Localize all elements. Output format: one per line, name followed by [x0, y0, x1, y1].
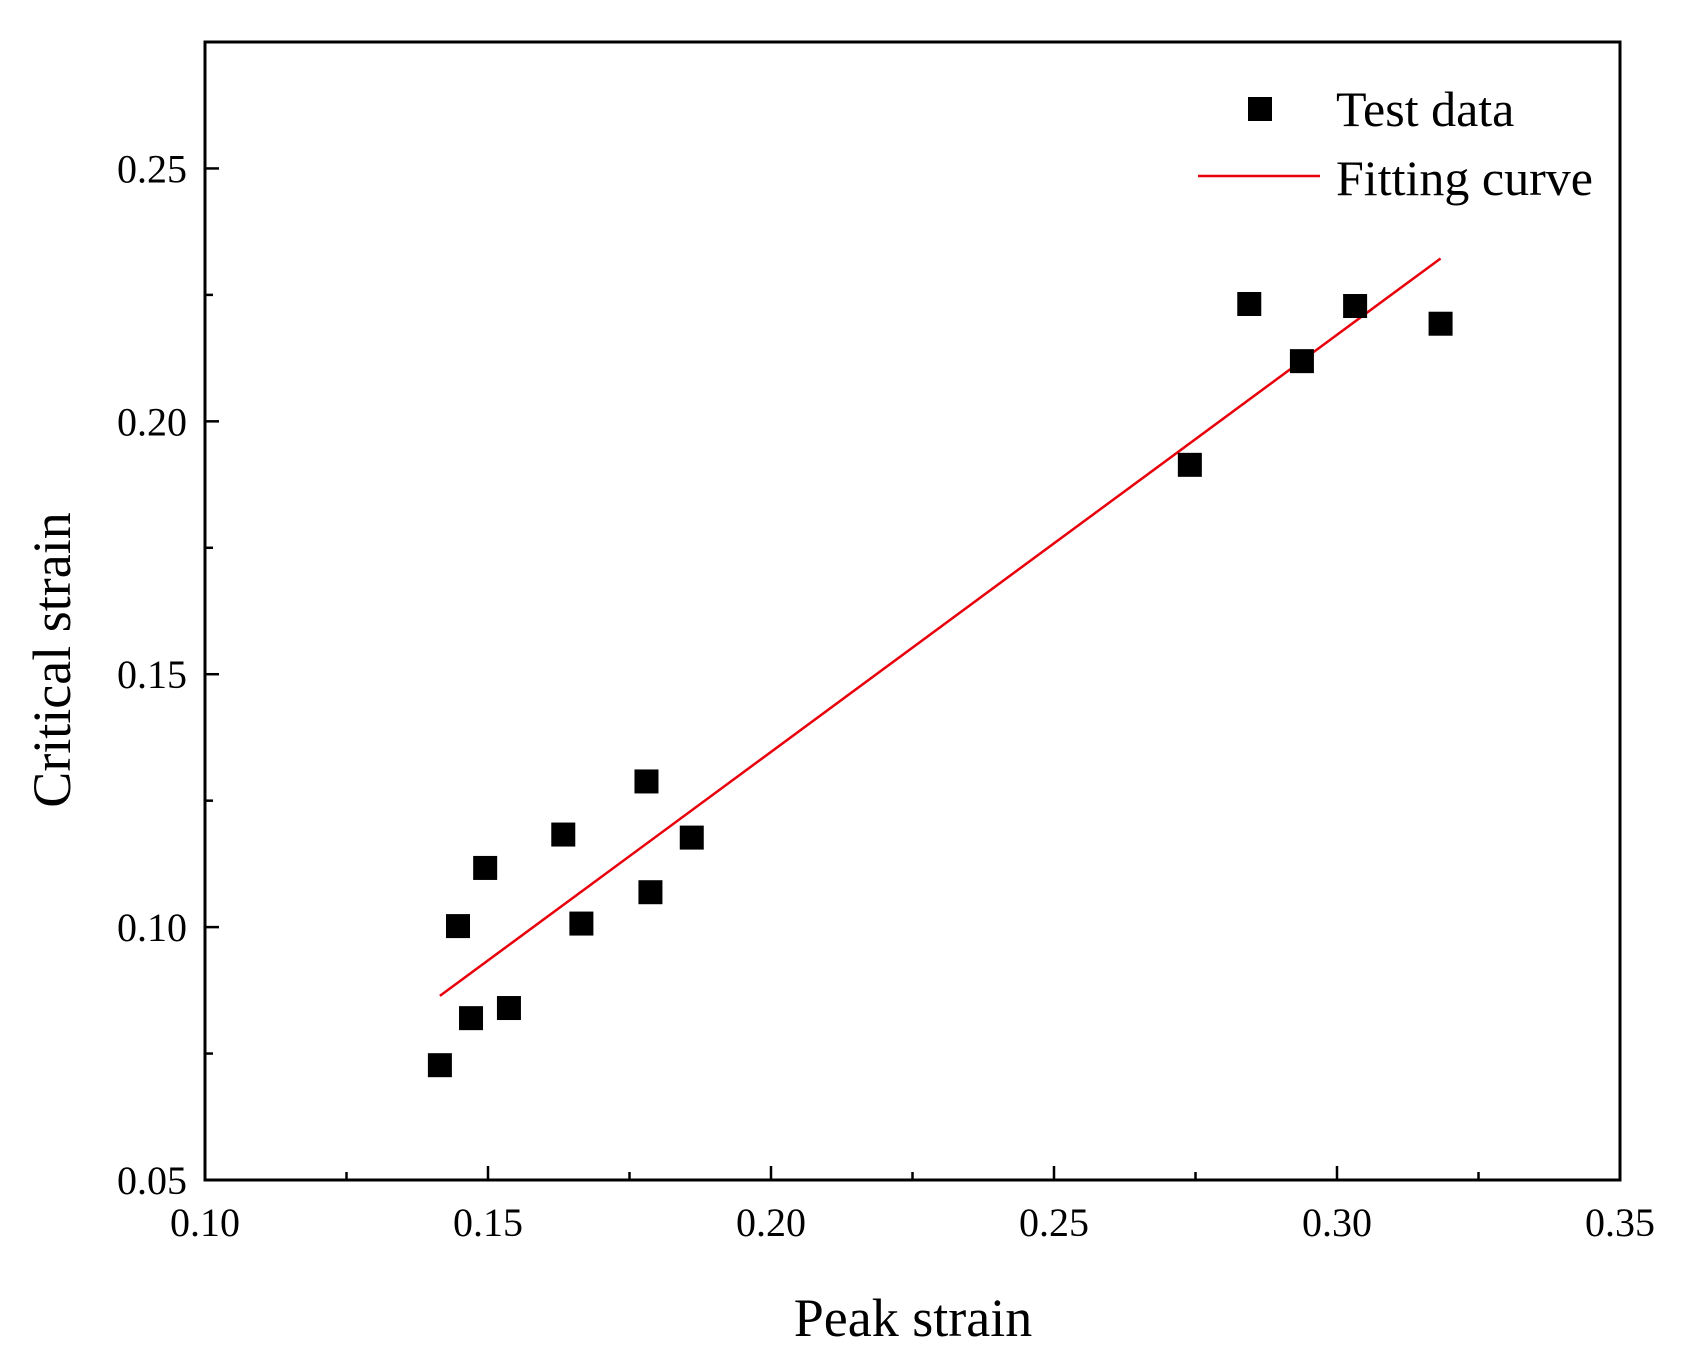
legend-label-test-data: Test data	[1336, 81, 1514, 137]
y-tick-label: 0.15	[117, 652, 187, 697]
x-tick-label: 0.35	[1585, 1200, 1655, 1245]
series-layer	[427, 257, 1453, 1078]
y-axis: 0.05 0.10 0.15 0.20 0.25	[117, 146, 219, 1203]
test-data-point	[679, 825, 704, 850]
plot-area	[203, 40, 1622, 1182]
plot-frame	[203, 40, 1622, 1182]
test-data-point	[1177, 452, 1202, 477]
test-data-point	[1289, 349, 1314, 374]
y-tick-label: 0.25	[117, 146, 187, 191]
y-tick-label: 0.10	[117, 905, 187, 950]
legend: Test data Fitting curve	[1198, 81, 1593, 206]
y-tick-label: 0.05	[117, 1158, 187, 1203]
x-tick-label: 0.20	[736, 1200, 806, 1245]
legend-marker-test-data	[1248, 97, 1272, 121]
test-data-point	[459, 1006, 484, 1031]
x-tick-label: 0.30	[1302, 1200, 1372, 1245]
y-tick-label: 0.20	[117, 399, 187, 444]
x-tick-label: 0.15	[453, 1200, 523, 1245]
test-data-point	[638, 880, 663, 905]
test-data-point	[1237, 291, 1262, 316]
fitting-curve-line	[439, 257, 1442, 997]
legend-label-fitting-curve: Fitting curve	[1336, 150, 1593, 206]
test-data-point	[1428, 311, 1453, 336]
test-data-point	[427, 1053, 452, 1078]
x-axis: 0.10 0.15 0.20 0.25 0.30 0.35	[170, 1166, 1655, 1245]
test-data-point	[634, 769, 659, 794]
test-data-point	[496, 996, 521, 1021]
test-data-point	[446, 914, 471, 939]
x-axis-title: Peak strain	[794, 1288, 1032, 1348]
x-tick-label: 0.25	[1019, 1200, 1089, 1245]
x-tick-label: 0.10	[170, 1200, 240, 1245]
test-data-point	[569, 911, 594, 936]
test-data-point	[551, 822, 576, 847]
test-data-point	[473, 855, 498, 880]
test-data-point	[1343, 294, 1368, 319]
y-axis-title: Critical strain	[22, 512, 82, 807]
